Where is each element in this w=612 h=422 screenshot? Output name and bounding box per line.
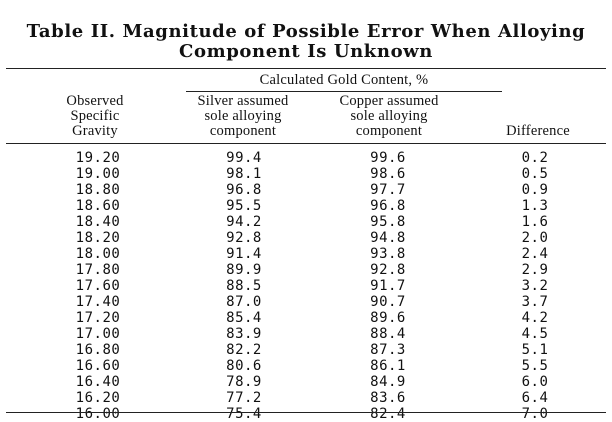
cell-silver-gold-content: 77.2 [226, 390, 262, 406]
cell-difference: 0.2 [521, 150, 549, 166]
cell-copper-gold-content: 90.7 [370, 294, 406, 310]
cell-copper-gold-content: 94.8 [370, 230, 406, 246]
cell-specific-gravity: 18.60 [75, 198, 121, 214]
col1-header-line: Gravity [72, 123, 118, 139]
top-rule [6, 68, 606, 69]
group-header-rule [186, 91, 502, 92]
cell-difference: 0.9 [521, 182, 549, 198]
cell-specific-gravity: 17.80 [75, 262, 121, 278]
cell-silver-gold-content: 99.4 [226, 150, 262, 166]
cell-silver-gold-content: 94.2 [226, 214, 262, 230]
cell-difference: 6.4 [521, 390, 549, 406]
cell-specific-gravity: 19.00 [75, 166, 121, 182]
col3-header-line: component [355, 123, 423, 139]
cell-copper-gold-content: 86.1 [370, 358, 406, 374]
cell-specific-gravity: 17.60 [75, 278, 121, 294]
cell-specific-gravity: 17.20 [75, 310, 121, 326]
cell-silver-gold-content: 82.2 [226, 342, 262, 358]
table-title-line2: Component Is Unknown [179, 41, 433, 62]
cell-difference: 6.0 [521, 374, 549, 390]
cell-specific-gravity: 16.00 [75, 406, 121, 422]
table-title-line1: Table II. Magnitude of Possible Error Wh… [26, 21, 586, 42]
cell-difference: 3.2 [521, 278, 549, 294]
column-header-specific-gravity: Observed Specific Gravity [40, 94, 150, 139]
col2-header-line: sole alloying [204, 108, 282, 124]
cell-specific-gravity: 16.60 [75, 358, 121, 374]
cell-difference: 7.0 [521, 406, 549, 422]
cell-difference: 2.9 [521, 262, 549, 278]
cell-silver-gold-content: 92.8 [226, 230, 262, 246]
cell-difference: 5.1 [521, 342, 549, 358]
cell-difference: 3.7 [521, 294, 549, 310]
cell-copper-gold-content: 89.6 [370, 310, 406, 326]
cell-difference: 4.5 [521, 326, 549, 342]
cell-difference: 5.5 [521, 358, 549, 374]
cell-specific-gravity: 16.40 [75, 374, 121, 390]
cell-difference: 0.5 [521, 166, 549, 182]
col2-header-line: Silver assumed [197, 93, 289, 109]
col3-header-line: sole alloying [350, 108, 428, 124]
header-bottom-rule [6, 143, 606, 144]
cell-specific-gravity: 17.40 [75, 294, 121, 310]
column-header-difference: Difference [506, 123, 570, 139]
cell-copper-gold-content: 82.4 [370, 406, 406, 422]
cell-copper-gold-content: 99.6 [370, 150, 406, 166]
cell-silver-gold-content: 95.5 [226, 198, 262, 214]
cell-specific-gravity: 18.00 [75, 246, 121, 262]
col3-header-line: Copper assumed [339, 93, 439, 109]
cell-copper-gold-content: 83.6 [370, 390, 406, 406]
cell-specific-gravity: 16.80 [75, 342, 121, 358]
cell-specific-gravity: 18.40 [75, 214, 121, 230]
cell-copper-gold-content: 93.8 [370, 246, 406, 262]
cell-silver-gold-content: 91.4 [226, 246, 262, 262]
cell-silver-gold-content: 78.9 [226, 374, 262, 390]
col1-header-line: Specific [70, 108, 120, 124]
cell-copper-gold-content: 87.3 [370, 342, 406, 358]
cell-specific-gravity: 18.80 [75, 182, 121, 198]
table-bottom-rule [6, 412, 606, 413]
cell-silver-gold-content: 96.8 [226, 182, 262, 198]
column-silver: 99.4 98.1 96.8 95.5 94.2 92.8 91.4 89.9 88.5 87.0… [206, 150, 282, 422]
cell-silver-gold-content: 75.4 [226, 406, 262, 422]
cell-specific-gravity: 18.20 [75, 230, 121, 246]
cell-specific-gravity: 19.20 [75, 150, 121, 166]
column-copper: 99.6 98.6 97.7 96.8 95.8 94.8 93.8 92.8 91.7 90.7… [350, 150, 426, 422]
cell-copper-gold-content: 97.7 [370, 182, 406, 198]
col2-header-line: component [209, 123, 277, 139]
cell-copper-gold-content: 91.7 [370, 278, 406, 294]
cell-difference: 1.3 [521, 198, 549, 214]
column-header-silver: Silver assumed sole alloying component [178, 94, 308, 139]
cell-silver-gold-content: 89.9 [226, 262, 262, 278]
cell-copper-gold-content: 96.8 [370, 198, 406, 214]
column-difference: 0.2 0.5 0.9 1.3 1.6 2.0 2.4 2.9 3.2 3.7 4.2 4.5 5.1 5… [500, 150, 570, 422]
cell-copper-gold-content: 98.6 [370, 166, 406, 182]
cell-copper-gold-content: 92.8 [370, 262, 406, 278]
cell-silver-gold-content: 87.0 [226, 294, 262, 310]
cell-silver-gold-content: 85.4 [226, 310, 262, 326]
cell-silver-gold-content: 83.9 [226, 326, 262, 342]
cell-difference: 4.2 [521, 310, 549, 326]
group-header: Calculated Gold Content, % [259, 72, 429, 88]
cell-difference: 2.0 [521, 230, 549, 246]
column-header-copper: Copper assumed sole alloying component [322, 94, 456, 139]
cell-difference: 2.4 [521, 246, 549, 262]
cell-difference: 1.6 [521, 214, 549, 230]
column-specific-gravity: 19.20 19.00 18.80 18.60 18.40 18.20 18.00 17.80… [60, 150, 136, 422]
cell-copper-gold-content: 84.9 [370, 374, 406, 390]
cell-copper-gold-content: 95.8 [370, 214, 406, 230]
cell-silver-gold-content: 80.6 [226, 358, 262, 374]
cell-specific-gravity: 16.20 [75, 390, 121, 406]
cell-silver-gold-content: 88.5 [226, 278, 262, 294]
col1-header-line: Observed [66, 93, 124, 109]
cell-specific-gravity: 17.00 [75, 326, 121, 342]
cell-copper-gold-content: 88.4 [370, 326, 406, 342]
cell-silver-gold-content: 98.1 [226, 166, 262, 182]
